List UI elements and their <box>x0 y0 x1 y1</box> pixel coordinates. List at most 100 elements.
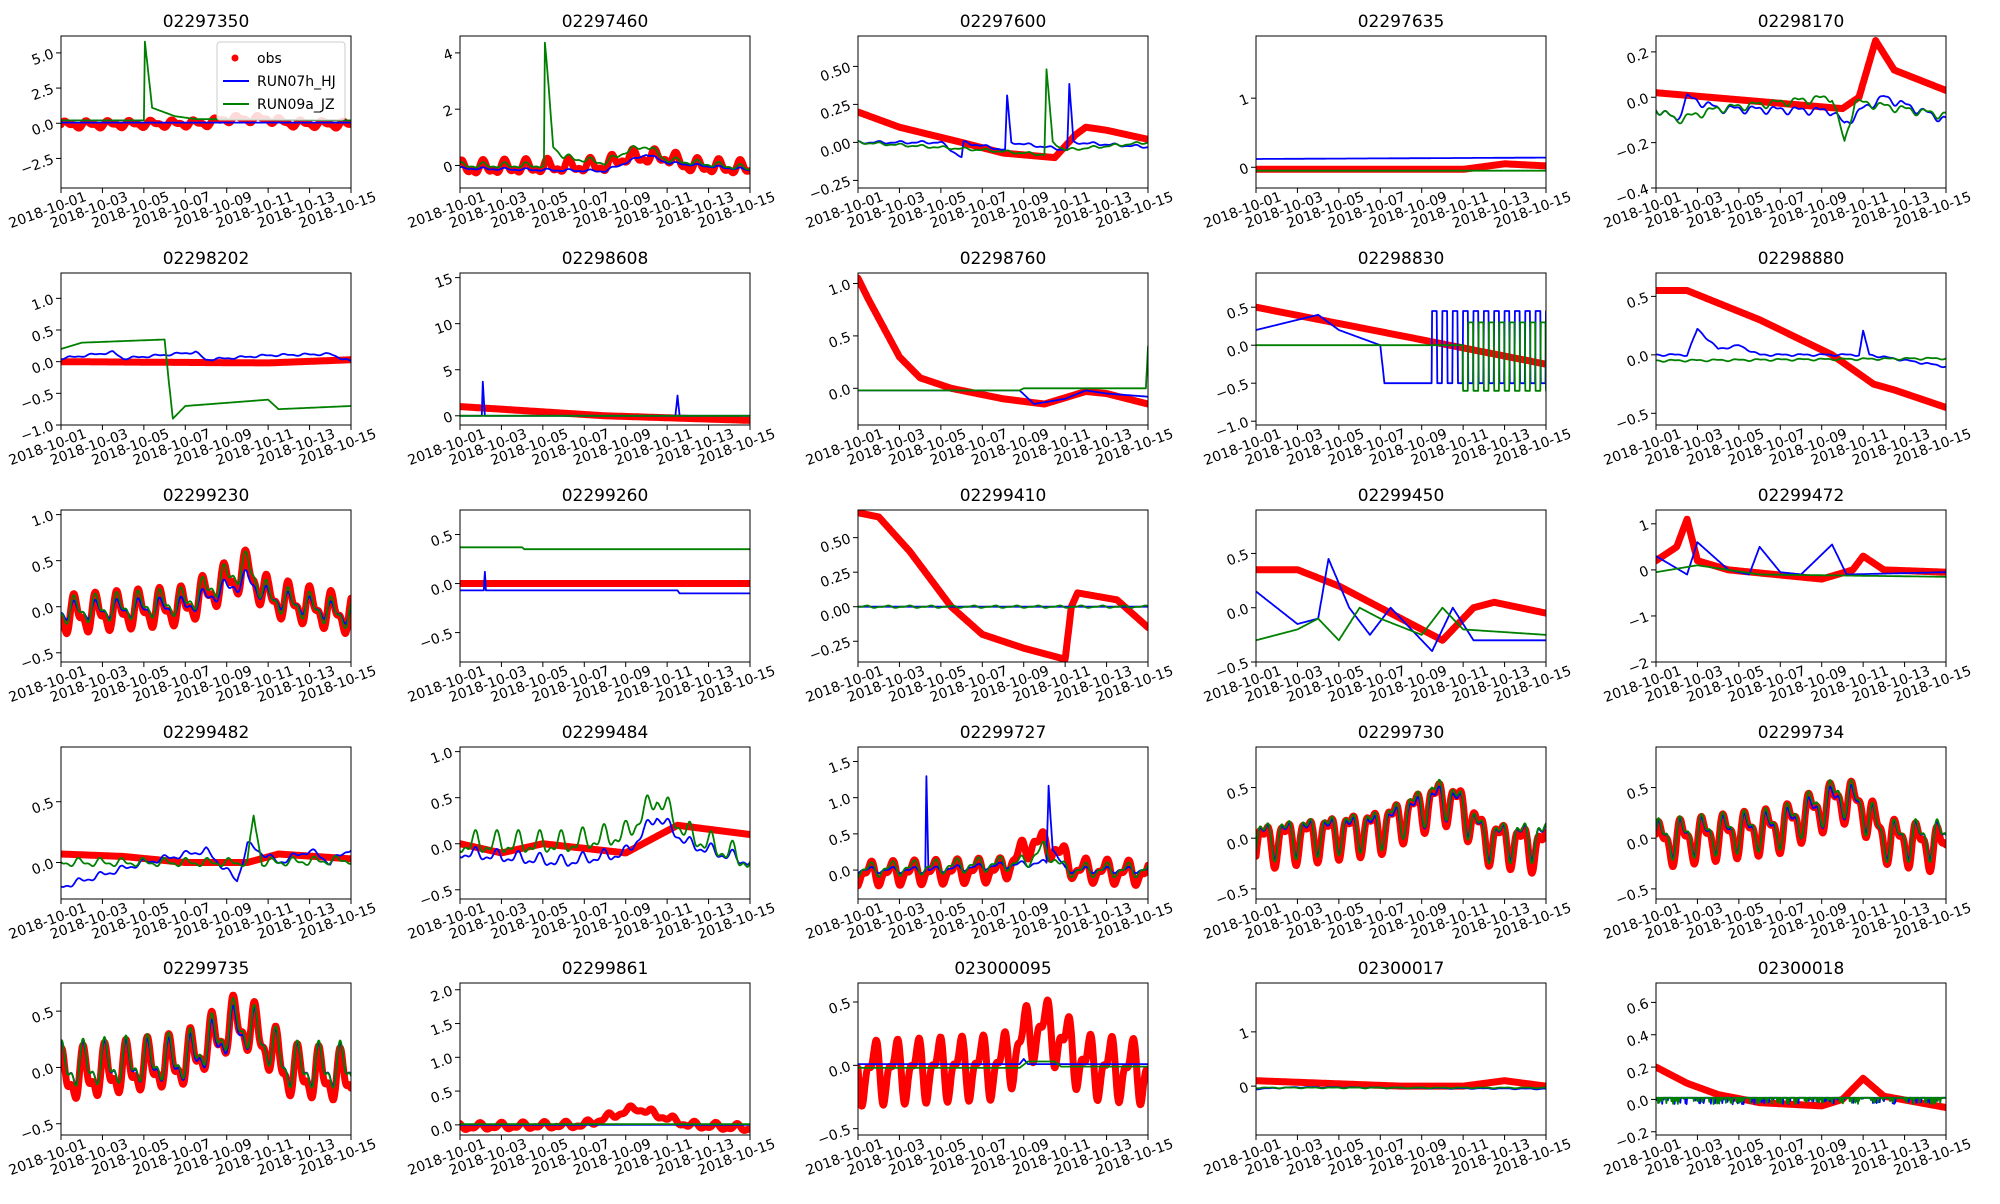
y-tick-label: 0.25 <box>818 98 853 124</box>
plot-area <box>858 996 1148 1110</box>
plot-area <box>858 274 1148 408</box>
axes-frame <box>1655 35 1947 189</box>
y-tick-label: 0.0 <box>30 600 56 623</box>
series-run07h-hj <box>858 83 1148 158</box>
axes-frame <box>1255 746 1547 900</box>
y-tick-label: −0.5 <box>1614 882 1651 909</box>
series-run09a-jz <box>858 1060 1148 1069</box>
axes-frame <box>459 35 751 189</box>
y-tick-label: 0.5 <box>827 995 853 1018</box>
subplot-02299735: 022997352018-10-012018-10-032018-10-0520… <box>7 959 379 1179</box>
y-tick-label: −0.25 <box>807 174 853 204</box>
series-obs <box>61 112 351 132</box>
axes-frame <box>60 982 352 1136</box>
subplot-02299260: 022992602018-10-012018-10-032018-10-0520… <box>406 486 778 706</box>
subplot-02299472: 022994722018-10-012018-10-032018-10-0520… <box>1602 486 1974 706</box>
series-obs <box>61 850 351 866</box>
y-tick-label: 2.5 <box>30 81 56 104</box>
y-tick-label: 0 <box>441 409 455 427</box>
series-obs <box>858 996 1148 1110</box>
series-obs <box>858 108 1148 162</box>
axes-frame <box>857 509 1149 663</box>
y-tick-label: 1.0 <box>30 508 56 531</box>
axes-frame <box>1255 272 1547 426</box>
y-tick-label: 0.5 <box>429 528 455 551</box>
axes-frame <box>1255 982 1547 1136</box>
subplot-title: 02299472 <box>1758 486 1845 506</box>
legend-label: RUN09a_JZ <box>257 97 335 113</box>
series-run09a-jz <box>1256 778 1546 865</box>
legend-box <box>216 41 346 121</box>
plot-area <box>1656 287 1946 411</box>
series-obs <box>1256 303 1546 368</box>
y-tick-label: −0.25 <box>807 635 853 665</box>
plot-area <box>61 991 351 1104</box>
y-tick-label: 0.00 <box>818 136 853 162</box>
series-run07h-hj <box>61 841 351 888</box>
subplot-02300018: 023000182018-10-012018-10-032018-10-0520… <box>1602 959 1974 1179</box>
y-tick-label: 1 <box>1237 92 1251 110</box>
subplot-title: 02300018 <box>1758 959 1845 979</box>
subplot-title: 02297600 <box>960 12 1047 32</box>
series-obs <box>61 991 351 1104</box>
subplot-02299484: 022994842018-10-012018-10-032018-10-0520… <box>406 723 778 943</box>
subplot-023000095: 0230000952018-10-012018-10-032018-10-052… <box>804 959 1176 1179</box>
y-tick-label: 0.0 <box>827 382 853 405</box>
y-tick-label: −1 <box>1626 609 1651 631</box>
subplot-title: 02299260 <box>562 486 649 506</box>
y-tick-label: 10 <box>433 317 455 338</box>
series-obs <box>460 145 750 177</box>
subplot-02300017: 023000172018-10-012018-10-032018-10-0520… <box>1202 959 1574 1179</box>
axes-frame <box>857 272 1149 426</box>
plot-area <box>1656 37 1946 142</box>
y-tick-label: 1.0 <box>30 292 56 315</box>
plot-area <box>61 338 351 420</box>
subplot-title: 02298170 <box>1758 12 1845 32</box>
series-run07h-hj <box>61 569 351 625</box>
y-tick-label: 0.0 <box>429 837 455 860</box>
axes-frame <box>1655 746 1947 900</box>
series-run09a-jz <box>61 550 351 630</box>
plot-area <box>858 510 1148 662</box>
subplot-02298760: 022987602018-10-012018-10-032018-10-0520… <box>804 249 1176 469</box>
y-tick-label: 1 <box>1637 517 1651 535</box>
legend-label: RUN07h_HJ <box>257 74 336 90</box>
y-tick-label: 0.0 <box>1225 339 1251 362</box>
plot-area <box>1256 778 1546 877</box>
series-obs <box>1656 515 1946 583</box>
series-run09a-jz <box>858 604 1148 609</box>
series-run09a-jz <box>460 794 750 868</box>
axes-frame <box>857 982 1149 1136</box>
plot-area <box>460 546 750 595</box>
subplot-02299450: 022994502018-10-012018-10-032018-10-0520… <box>1202 486 1574 706</box>
series-run07h-hj <box>1656 93 1946 125</box>
y-tick-label: 1.0 <box>827 791 853 814</box>
plot-area <box>1256 156 1546 173</box>
y-tick-label: −2 <box>1626 655 1651 677</box>
plot-area <box>460 794 750 868</box>
y-tick-label: −0.5 <box>418 883 455 910</box>
plot-area <box>858 68 1148 162</box>
y-tick-label: 0.6 <box>1625 996 1651 1019</box>
series-obs <box>61 356 351 367</box>
plot-area <box>1656 515 1946 583</box>
subplot-02299482: 022994822018-10-012018-10-032018-10-0520… <box>7 723 379 943</box>
axes-frame <box>1255 35 1547 189</box>
y-tick-label: 1.0 <box>429 1051 455 1074</box>
series-run07h-hj <box>460 817 750 867</box>
series-run09a-jz <box>1656 95 1946 142</box>
axes-frame <box>857 35 1149 189</box>
axes-frame <box>60 746 352 900</box>
y-tick-label: 0.50 <box>818 60 853 86</box>
plot-area <box>460 41 750 177</box>
y-tick-label: 0.5 <box>1225 781 1251 804</box>
subplot-02299230: 022992302018-10-012018-10-032018-10-0520… <box>7 486 379 706</box>
y-tick-label: 0.0 <box>1225 832 1251 855</box>
legend-marker-obs <box>231 54 239 62</box>
y-tick-label: 0.5 <box>827 329 853 352</box>
series-run09a-jz <box>61 997 351 1089</box>
axes-frame <box>459 746 751 900</box>
y-tick-label: 0.00 <box>818 600 853 626</box>
plot-area <box>460 380 750 424</box>
